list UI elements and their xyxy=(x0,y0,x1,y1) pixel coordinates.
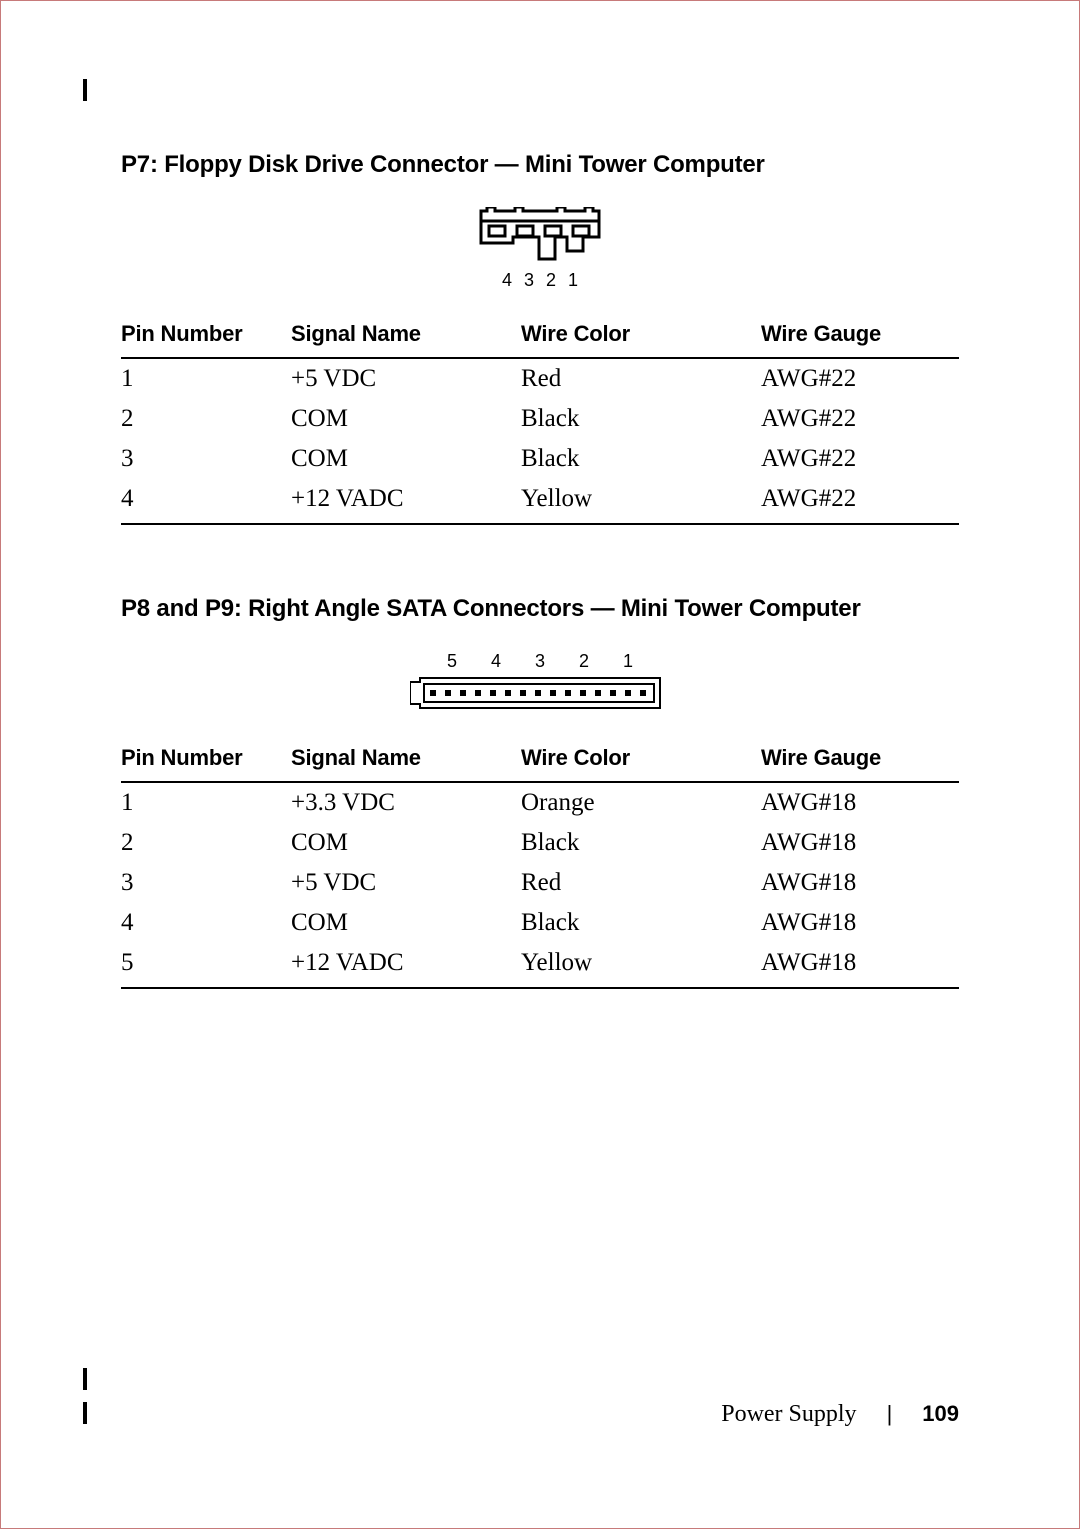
table-row: 3COMBlackAWG#22 xyxy=(121,439,959,479)
table-cell-sig: +5 VDC xyxy=(291,863,521,903)
header-wire-color: Wire Color xyxy=(521,315,761,358)
table-row: 4COMBlackAWG#18 xyxy=(121,903,959,943)
footer-page-number: 109 xyxy=(922,1401,959,1427)
table-cell-color: Black xyxy=(521,823,761,863)
table-cell-pin: 3 xyxy=(121,863,291,903)
page-footer: Power Supply | 109 xyxy=(721,1401,959,1428)
pin-label: 2 xyxy=(546,270,556,291)
table-cell-pin: 5 xyxy=(121,943,291,988)
pin-label: 4 xyxy=(491,651,501,672)
table-cell-gauge: AWG#22 xyxy=(761,358,959,399)
sata-pin-labels: 5 4 3 2 1 xyxy=(121,651,959,672)
table-header-row: Pin Number Signal Name Wire Color Wire G… xyxy=(121,739,959,782)
table-cell-sig: COM xyxy=(291,823,521,863)
table-cell-gauge: AWG#22 xyxy=(761,399,959,439)
table-cell-sig: COM xyxy=(291,903,521,943)
table-cell-color: Red xyxy=(521,863,761,903)
table-cell-pin: 1 xyxy=(121,358,291,399)
floppy-connector-diagram: 4 3 2 1 xyxy=(121,207,959,291)
footer-separator-icon: | xyxy=(887,1401,893,1427)
table-cell-gauge: AWG#22 xyxy=(761,479,959,524)
header-pin-number: Pin Number xyxy=(121,315,291,358)
header-wire-gauge: Wire Gauge xyxy=(761,739,959,782)
table-cell-sig: +5 VDC xyxy=(291,358,521,399)
change-bar-top xyxy=(83,79,87,101)
section2-table-body: 1+3.3 VDCOrangeAWG#182COMBlackAWG#183+5 … xyxy=(121,782,959,988)
header-signal-name: Signal Name xyxy=(291,315,521,358)
section2-table: Pin Number Signal Name Wire Color Wire G… xyxy=(121,739,959,989)
table-row: 2COMBlackAWG#18 xyxy=(121,823,959,863)
table-cell-pin: 1 xyxy=(121,782,291,823)
table-header-row: Pin Number Signal Name Wire Color Wire G… xyxy=(121,315,959,358)
header-wire-color: Wire Color xyxy=(521,739,761,782)
pin-label: 5 xyxy=(447,651,457,672)
table-cell-sig: COM xyxy=(291,439,521,479)
table-row: 3+5 VDCRedAWG#18 xyxy=(121,863,959,903)
table-cell-pin: 2 xyxy=(121,823,291,863)
section1-table: Pin Number Signal Name Wire Color Wire G… xyxy=(121,315,959,525)
table-cell-color: Yellow xyxy=(521,943,761,988)
section2-title: P8 and P9: Right Angle SATA Connectors —… xyxy=(121,595,959,623)
pin-label: 3 xyxy=(524,270,534,291)
change-bar-bottom-1 xyxy=(83,1368,87,1390)
pin-label: 4 xyxy=(502,270,512,291)
pin-label: 2 xyxy=(579,651,589,672)
table-cell-color: Black xyxy=(521,399,761,439)
pin-label: 1 xyxy=(623,651,633,672)
document-page: P7: Floppy Disk Drive Connector — Mini T… xyxy=(0,0,1080,1529)
table-row: 1+3.3 VDCOrangeAWG#18 xyxy=(121,782,959,823)
sata-pin-dots xyxy=(430,690,646,696)
table-row: 1+5 VDCRedAWG#22 xyxy=(121,358,959,399)
table-row: 5+12 VADCYellowAWG#18 xyxy=(121,943,959,988)
table-cell-sig: COM xyxy=(291,399,521,439)
table-cell-pin: 4 xyxy=(121,479,291,524)
table-row: 4+12 VADCYellowAWG#22 xyxy=(121,479,959,524)
table-cell-color: Red xyxy=(521,358,761,399)
table-cell-color: Orange xyxy=(521,782,761,823)
table-cell-gauge: AWG#18 xyxy=(761,863,959,903)
table-cell-gauge: AWG#22 xyxy=(761,439,959,479)
header-pin-number: Pin Number xyxy=(121,739,291,782)
table-cell-gauge: AWG#18 xyxy=(761,823,959,863)
header-wire-gauge: Wire Gauge xyxy=(761,315,959,358)
sata-connector-diagram: 5 4 3 2 1 xyxy=(121,651,959,715)
table-cell-pin: 2 xyxy=(121,399,291,439)
table-cell-gauge: AWG#18 xyxy=(761,903,959,943)
header-signal-name: Signal Name xyxy=(291,739,521,782)
table-cell-pin: 4 xyxy=(121,903,291,943)
table-cell-color: Yellow xyxy=(521,479,761,524)
footer-section-label: Power Supply xyxy=(721,1401,856,1428)
table-row: 2COMBlackAWG#22 xyxy=(121,399,959,439)
change-bar-bottom-2 xyxy=(83,1402,87,1424)
table-cell-sig: +12 VADC xyxy=(291,943,521,988)
floppy-pin-labels: 4 3 2 1 xyxy=(121,270,959,291)
table-cell-sig: +12 VADC xyxy=(291,479,521,524)
section1-table-body: 1+5 VDCRedAWG#222COMBlackAWG#223COMBlack… xyxy=(121,358,959,524)
table-cell-gauge: AWG#18 xyxy=(761,782,959,823)
table-cell-gauge: AWG#18 xyxy=(761,943,959,988)
table-cell-color: Black xyxy=(521,903,761,943)
table-cell-sig: +3.3 VDC xyxy=(291,782,521,823)
table-cell-color: Black xyxy=(521,439,761,479)
pin-label: 1 xyxy=(568,270,578,291)
section1-title: P7: Floppy Disk Drive Connector — Mini T… xyxy=(121,151,959,179)
table-cell-pin: 3 xyxy=(121,439,291,479)
pin-label: 3 xyxy=(535,651,545,672)
